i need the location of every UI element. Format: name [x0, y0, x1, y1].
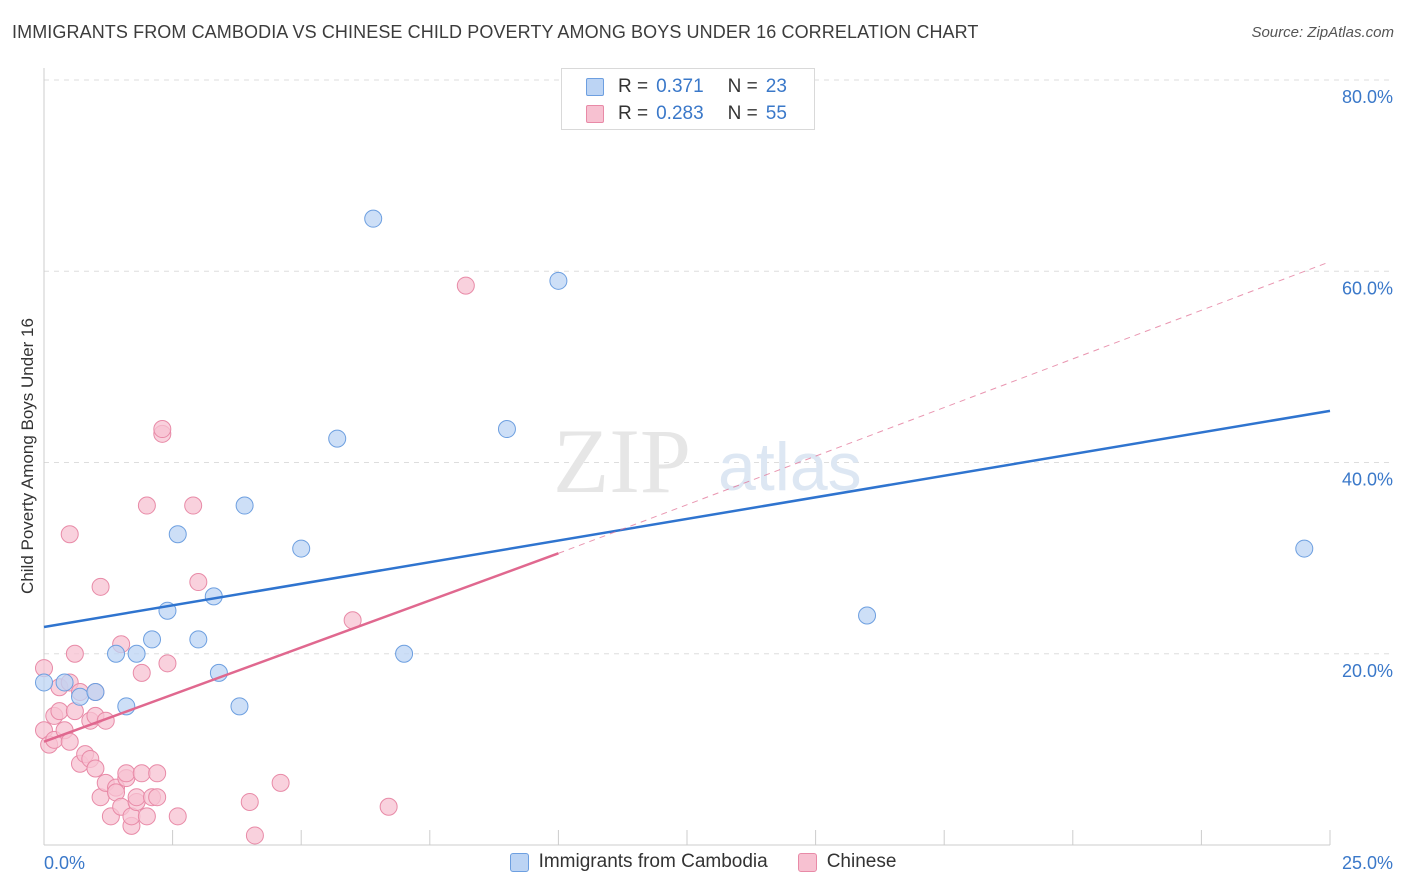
point-chinese: [86, 759, 105, 778]
point-cambodia: [364, 209, 383, 228]
r-value: 0.283: [656, 103, 704, 124]
point-chinese: [153, 420, 172, 439]
point-chinese: [91, 577, 110, 596]
point-chinese: [137, 496, 156, 515]
legend-swatch-chinese: [797, 852, 817, 872]
trend-line-cambodia: [43, 409, 1331, 629]
point-cambodia: [858, 606, 877, 625]
point-chinese: [271, 773, 290, 792]
y-tick-label: 80.0%: [1342, 87, 1393, 107]
watermark-zip: ZIP: [553, 410, 691, 512]
point-cambodia: [395, 644, 414, 663]
point-cambodia: [235, 496, 254, 515]
point-chinese: [158, 654, 177, 673]
point-chinese: [168, 807, 187, 826]
r-label: R =: [618, 76, 649, 97]
axes: [43, 68, 1331, 846]
legend-item-chinese[interactable]: Chinese: [797, 851, 897, 873]
n-value: 55: [765, 103, 787, 124]
gridlines: [44, 79, 1392, 655]
point-chinese: [132, 663, 151, 682]
series-chinese-points: [35, 276, 475, 845]
legend-swatch-cambodia: [586, 78, 604, 96]
stats-legend-row-chinese: R = 0.283 N = 55: [586, 101, 787, 127]
point-cambodia: [328, 429, 347, 448]
y-tick-label: 40.0%: [1342, 470, 1393, 490]
legend-label-chinese: Chinese: [826, 851, 897, 872]
point-chinese: [65, 644, 84, 663]
point-chinese: [50, 702, 69, 721]
point-chinese: [189, 573, 208, 592]
point-chinese: [60, 525, 79, 544]
point-cambodia: [497, 420, 516, 439]
point-chinese: [245, 826, 264, 845]
y-tick-labels: 20.0% 40.0% 60.0% 80.0%: [1342, 87, 1393, 681]
y-axis-label: Child Poverty Among Boys Under 16: [18, 318, 37, 594]
r-value: 0.371: [656, 76, 704, 97]
point-cambodia: [189, 630, 208, 649]
chart-title: IMMIGRANTS FROM CAMBODIA VS CHINESE CHIL…: [12, 22, 979, 42]
series-legend: Immigrants from Cambodia Chinese: [0, 851, 1406, 873]
point-cambodia: [107, 644, 126, 663]
point-chinese: [132, 764, 151, 783]
trend-line-chinese-extension: [558, 261, 1331, 554]
x-tick-label-min: 0.0%: [44, 853, 85, 873]
point-cambodia: [292, 539, 311, 558]
trend-line-chinese: [43, 552, 559, 743]
point-chinese: [456, 276, 475, 295]
point-cambodia: [71, 687, 90, 706]
stats-legend: R = 0.371 N = 23 R = 0.283 N = 55: [561, 68, 815, 130]
n-label: N =: [727, 76, 758, 97]
legend-label-cambodia: Immigrants from Cambodia: [538, 851, 768, 872]
point-cambodia: [35, 673, 53, 692]
point-chinese: [184, 496, 203, 515]
legend-swatch-chinese: [586, 105, 604, 123]
y-tick-label: 60.0%: [1342, 278, 1393, 298]
source-label: Source: ZipAtlas.com: [1251, 24, 1394, 41]
point-chinese: [148, 788, 167, 807]
point-chinese: [127, 788, 146, 807]
trend-lines: [43, 261, 1331, 743]
point-cambodia: [127, 644, 146, 663]
x-tick-labels: 0.0% 25.0%: [44, 853, 1393, 873]
point-cambodia: [55, 673, 74, 692]
stats-legend-row-cambodia: R = 0.371 N = 23: [586, 74, 787, 100]
x-tick-label-max: 25.0%: [1342, 853, 1393, 873]
point-cambodia: [143, 630, 162, 649]
point-cambodia: [86, 683, 105, 701]
legend-swatch-cambodia: [509, 852, 529, 872]
point-cambodia: [168, 525, 187, 544]
n-label: N =: [727, 103, 758, 124]
point-cambodia: [549, 271, 568, 290]
point-chinese: [379, 797, 398, 816]
point-chinese: [148, 764, 167, 783]
n-value: 23: [765, 76, 787, 97]
y-tick-label: 20.0%: [1342, 661, 1393, 681]
legend-item-cambodia[interactable]: Immigrants from Cambodia: [509, 851, 768, 873]
point-chinese: [137, 807, 156, 826]
point-chinese: [240, 792, 259, 811]
point-cambodia: [230, 697, 249, 716]
point-chinese: [117, 764, 136, 783]
r-label: R =: [618, 103, 649, 124]
point-cambodia: [1295, 539, 1314, 558]
